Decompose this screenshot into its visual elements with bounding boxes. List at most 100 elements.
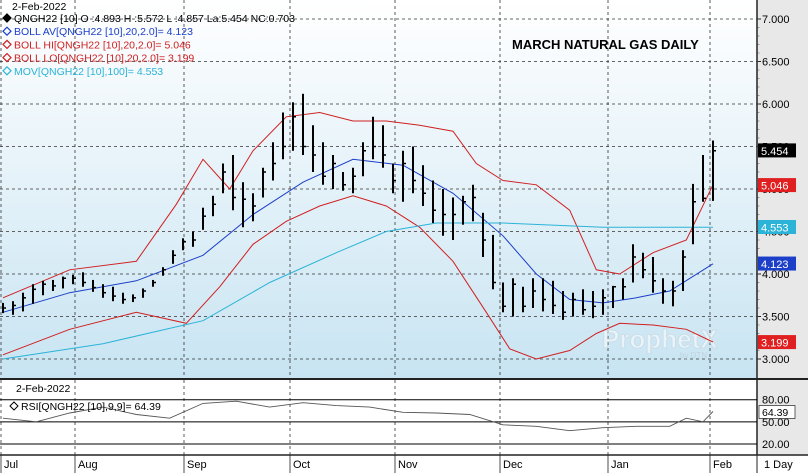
ohlc-bar (382, 125, 386, 168)
ohlc-bar (302, 93, 306, 155)
ohlc-bar (562, 291, 566, 320)
ohlc-bar (482, 212, 486, 257)
ohlc-bar (232, 155, 236, 211)
rsi-legend-diamond-icon (9, 401, 19, 411)
legend-item: QNGH22 [10] O :4.893 H :5.572 L :4.857 L… (2, 13, 295, 25)
y-tick-label: 3.500 (762, 312, 790, 324)
ohlc-bar (272, 142, 276, 181)
ohlc-bar (222, 163, 226, 194)
chart-title: MARCH NATURAL GAS DAILY (512, 37, 699, 52)
rsi-legend: RSI[QNGH22 [10],9,9]= 64.39 (9, 401, 161, 413)
price-badge: 5.046 (758, 178, 796, 193)
ohlc-bar (702, 155, 706, 202)
svg-text:64.39: 64.39 (762, 407, 788, 419)
ohlc-bar (282, 112, 286, 160)
ohlc-bar (202, 207, 206, 230)
ohlc-bar (172, 250, 176, 264)
ohlc-bar (12, 301, 16, 315)
x-tick-label: Nov (398, 459, 418, 471)
legend-item: BOLL AV[QNGH22 [10],20,2.0]= 4.123 (2, 26, 193, 38)
x-tick-label: Dec (503, 459, 523, 471)
ohlc-bar (162, 267, 166, 276)
ohlc-bar (102, 284, 106, 298)
ohlc-bar (292, 102, 296, 151)
ohlc-bar (142, 288, 146, 298)
ohlc-bar (412, 146, 416, 194)
ohlc-bar (422, 165, 426, 206)
ohlc-bar (692, 183, 696, 245)
y-tick-label: 6.500 (762, 57, 790, 69)
series-boll-lo (2, 195, 714, 360)
rsi-last-badge: 64.39 (758, 405, 796, 419)
ohlc-bar (542, 278, 546, 312)
ohlc-bar (432, 180, 436, 223)
ohlc-bar (682, 250, 686, 291)
x-tick-label: Feb (713, 459, 732, 471)
ohlc-bar (122, 292, 126, 304)
right-axis-badges: 5.454 5.046 4.553 4.123 3.199 (758, 143, 796, 350)
ohlc-bar (592, 291, 596, 319)
ohlc-bar (402, 150, 406, 202)
ohlc-bar (712, 140, 716, 201)
ohlc-bar (332, 155, 336, 189)
ohlc-bar (552, 280, 556, 314)
ohlc-bar (212, 195, 216, 217)
ohlc-bar (462, 195, 466, 225)
legend-text: BOLL AV[QNGH22 [10],20,2.0]= 4.123 (14, 26, 193, 38)
price-badge: 4.123 (758, 256, 796, 271)
ohlc-bar (132, 294, 136, 303)
legend-diamond-icon (2, 39, 12, 50)
ohlc-bar (72, 274, 76, 285)
x-tick-label: Jul (4, 459, 18, 471)
header-date: 2-Feb-2022 (12, 1, 66, 13)
ohlc-bar (252, 193, 256, 222)
price-badge: 3.199 (758, 335, 796, 350)
ohlc-bar (662, 278, 666, 304)
y-tick-label: 4.000 (762, 269, 790, 281)
price-badge: 5.454 (758, 143, 796, 158)
rsi-tick-label: 50.00 (762, 417, 790, 429)
ohlc-bar (392, 163, 396, 194)
svg-text:4.123: 4.123 (761, 259, 789, 271)
svg-text:3.199: 3.199 (761, 338, 789, 350)
rsi-line (2, 400, 714, 432)
series-mov (2, 222, 713, 360)
legend-text: QNGH22 [10] O :4.893 H :5.572 L :4.857 L… (14, 13, 295, 25)
legend-item: MOV[QNGH22 [10],100]= 4.553 (2, 66, 163, 78)
ohlc-bar (372, 116, 376, 160)
y-tick-label: 3.000 (762, 354, 790, 366)
ohlc-bar (112, 286, 116, 302)
ohlc-bar (602, 289, 606, 315)
x-tick-label: Aug (78, 459, 98, 471)
ohlc-bar (32, 284, 36, 304)
svg-text:4.553: 4.553 (761, 222, 789, 234)
ohlc-bar (652, 257, 656, 293)
watermark-text: ProphetX (602, 324, 718, 354)
rsi-tick-label: 20.00 (762, 439, 790, 451)
legend-diamond-icon (2, 13, 12, 23)
x-axis-labels: Jul Aug Sep Oct Nov Dec Jan Feb (0, 455, 732, 473)
y-tick-label: 6.000 (762, 99, 790, 111)
interval-label[interactable]: 1 Day (764, 459, 793, 471)
legend-text: BOLL HI[QNGH22 [10],20,2.0]= 5.046 (14, 39, 191, 51)
ohlc-bar (82, 272, 86, 287)
ohlc-bar (612, 285, 616, 308)
legend: 2-Feb-2022 QNGH22 [10] O :4.893 H :5.572… (2, 1, 295, 78)
svg-text:5.046: 5.046 (761, 181, 789, 193)
series-boll-hi (2, 111, 714, 299)
ohlc-bar (242, 182, 246, 228)
ohlc-bar (182, 238, 186, 251)
svg-text:5.454: 5.454 (761, 146, 789, 158)
ohlc-bar (362, 142, 366, 177)
ohlc-bar (322, 142, 326, 185)
indicator-lines (2, 111, 714, 360)
ohlc-bar (42, 280, 46, 296)
ohlc-bar (312, 125, 316, 172)
ohlc-bar (532, 278, 536, 308)
ohlc-bar (522, 286, 526, 313)
ohlc-bar (92, 279, 96, 292)
x-tick-label: Jan (611, 459, 629, 471)
rsi-grid (0, 380, 757, 455)
ohlc-bar (192, 231, 196, 247)
